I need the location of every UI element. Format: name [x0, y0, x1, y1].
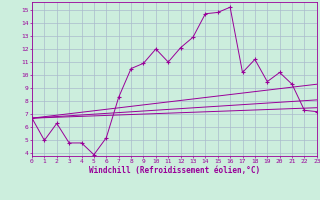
X-axis label: Windchill (Refroidissement éolien,°C): Windchill (Refroidissement éolien,°C) — [89, 166, 260, 175]
